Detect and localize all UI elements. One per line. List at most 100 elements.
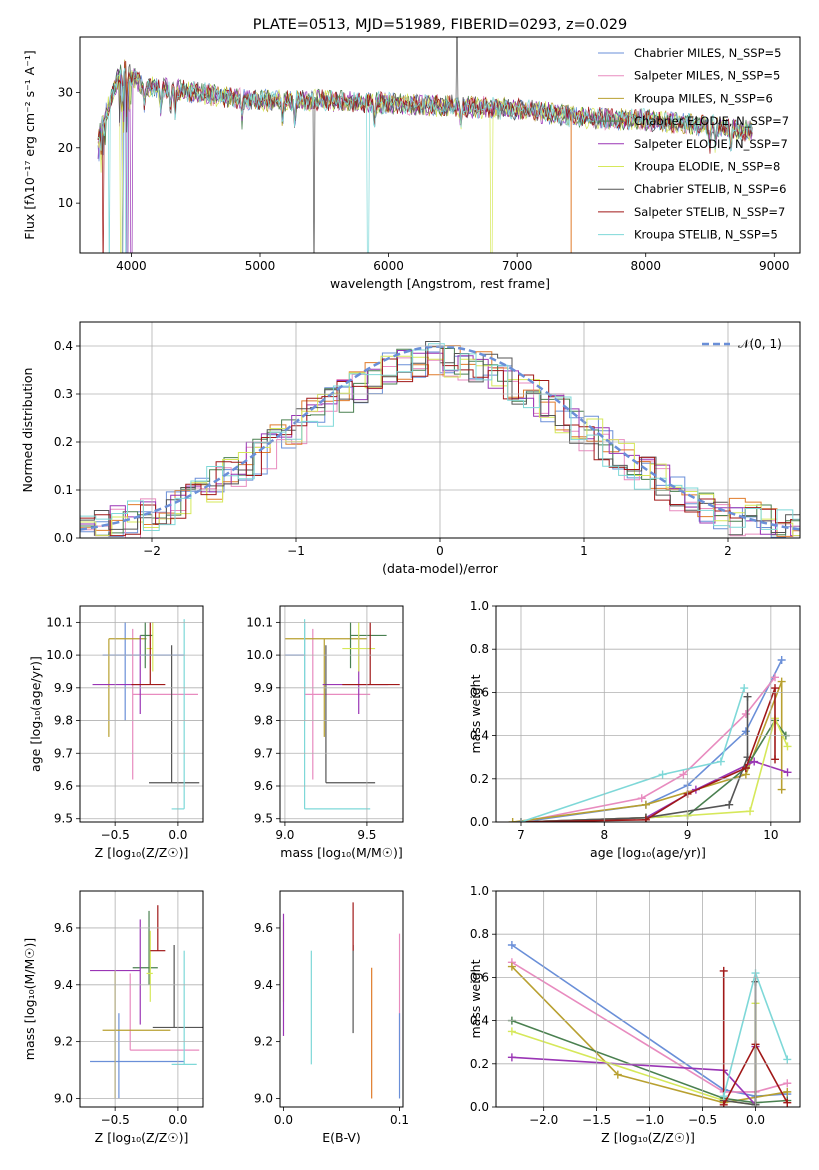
axes-frame (279, 890, 404, 1108)
x-tick-label: −1.0 (635, 1113, 664, 1127)
weight-point-marker (508, 818, 517, 822)
y-tick-label: 9.5 (254, 812, 273, 826)
weight-point-marker (716, 757, 725, 766)
weight-point-marker (771, 755, 780, 764)
y-tick-label: 1.0 (470, 884, 489, 898)
y-tick-label: 9.8 (254, 714, 273, 728)
y-tick-label: 9.6 (254, 779, 273, 793)
x-tick-label: 0.0 (274, 1113, 293, 1127)
weight-point-marker (777, 656, 786, 664)
plot-area (80, 341, 800, 538)
data-point-errorbar (131, 622, 166, 686)
weight-point-marker (679, 770, 688, 779)
data-point-errorbar (146, 622, 154, 672)
legend-entry: Salpeter ELODIE, N_SSP=7 (634, 137, 788, 151)
x-tick-label: 4000 (116, 259, 147, 273)
x-tick-label: 10 (763, 828, 778, 842)
axes-frame (495, 890, 801, 1108)
y-tick-label: 10.1 (46, 615, 73, 629)
x-tick-label: 1 (580, 544, 588, 558)
y-tick-label: 0.4 (54, 339, 73, 353)
legend-entry: Kroupa MILES, N_SSP=6 (634, 91, 773, 105)
y-tick-label: 9.6 (54, 779, 73, 793)
y-tick-label: 9.8 (54, 714, 73, 728)
weight-point-marker (507, 1027, 516, 1036)
mass-vs-extinction-panel: 0.0 0.1 9.0 9.2 9.4 9.6 E(B-V) (254, 890, 409, 1145)
weight-series-line (723, 981, 757, 1106)
data-point-errorbar (140, 622, 153, 669)
weight-point-marker (719, 1100, 728, 1107)
residual-histogram (80, 351, 800, 538)
x-tick-label: −0.5 (688, 1113, 717, 1127)
data-point-errorbar (102, 970, 171, 1099)
x-tick-label: 8 (600, 828, 608, 842)
x-tick-label: 5000 (245, 259, 276, 273)
x-tick-label: 8000 (630, 259, 661, 273)
x-tick-label: −2.0 (529, 1113, 558, 1127)
y-tick-label: 9.6 (54, 921, 73, 935)
y-axis-label: mass [log₁₀(M/M☉)] (22, 938, 37, 1060)
weight-point-marker (783, 1055, 792, 1064)
y-axis-label: mass weight (468, 674, 483, 753)
x-tick-label: 7000 (502, 259, 533, 273)
weight-point-marker (507, 941, 516, 949)
y-tick-label: 9.7 (54, 746, 73, 760)
weight-point-marker (743, 692, 752, 701)
y-tick-label: 10 (58, 196, 73, 210)
x-tick-label: −1.5 (582, 1113, 611, 1127)
mass-weight-vs-metallicity-panel: −2.0 −1.5 −1.0 −0.5 0.0 0.0 0.2 0.4 0.6 0.8 1.0 Z [… (468, 884, 801, 1145)
weight-series-line (520, 696, 749, 822)
spectrum-line (97, 67, 753, 253)
y-tick-label: 0.4 (470, 1014, 489, 1028)
y-tick-label: 0.6 (470, 685, 489, 699)
residual-histogram (80, 345, 800, 537)
data-point-errorbar (304, 619, 371, 810)
weight-point-marker (783, 1079, 792, 1088)
weight-point-marker (777, 677, 786, 686)
y-axis-label: Flux [fλ10⁻¹⁷ erg cm⁻² s⁻¹ A⁻¹] (22, 50, 37, 239)
y-tick-label: 9.4 (54, 978, 73, 992)
weight-point-marker (613, 1070, 622, 1079)
weight-series-line (520, 687, 776, 822)
weight-series-line (520, 676, 776, 822)
x-axis-label: mass [log₁₀(M/M☉)] (280, 845, 402, 860)
y-tick-label: 0.2 (470, 772, 489, 786)
weight-point-marker (641, 800, 650, 809)
residuals-panel: −2 −1 0 1 2 0.0 0.1 0.2 0.3 0.4 (data-model)/error… (20, 321, 801, 576)
axes-frame (79, 890, 204, 1108)
y-tick-label: 9.2 (54, 1035, 73, 1049)
weight-series-line (520, 659, 783, 822)
data-point-errorbar (149, 645, 200, 784)
data-point-errorbar (342, 622, 400, 686)
x-axis-label: Z [log₁₀(Z/Z☉)] (601, 1130, 695, 1145)
weight-point-marker (658, 770, 667, 779)
x-tick-label: −0.5 (101, 1113, 130, 1127)
x-tick-label: 6000 (373, 259, 404, 273)
x-axis-label: age [log₁₀(age/yr)] (590, 845, 706, 860)
mass-vs-metallicity-panel: −0.5 0.0 9.0 9.2 9.4 9.6 Z [log₁₀(Z/Z☉)] mass [… (22, 890, 204, 1145)
data-point-errorbar (129, 973, 200, 1051)
x-tick-label: 0 (436, 544, 444, 558)
mass-weight-vs-age-panel: 7 8 9 10 0.0 0.2 0.4 0.6 0.8 1.0 age [log₁₀(age/yr… (468, 599, 801, 860)
data-point-errorbar (90, 1013, 185, 1099)
y-tick-label: 10.0 (246, 648, 273, 662)
data-point-errorbar (171, 950, 197, 1065)
weight-point-marker (746, 807, 755, 816)
x-axis-label: (data-model)/error (382, 561, 499, 576)
y-tick-label: 9.2 (254, 1035, 273, 1049)
y-tick-label: 0.0 (470, 1100, 489, 1114)
x-tick-label: 9 (684, 828, 692, 842)
spectrum-panel: 4000 5000 6000 7000 8000 9000 10 20 30 wavelength… (22, 17, 801, 291)
plot-area (90, 905, 203, 1099)
x-tick-label: 2 (724, 544, 732, 558)
legend-entry: Chabrier STELIB, N_SSP=6 (634, 182, 786, 196)
axes-frame (495, 605, 801, 823)
x-tick-label: 0.0 (168, 1113, 187, 1127)
data-point-errorbar (132, 910, 158, 985)
plot-area (92, 619, 200, 810)
y-tick-label: 9.4 (254, 978, 273, 992)
legend-entry: Salpeter MILES, N_SSP=5 (634, 69, 780, 83)
y-tick-label: 10.0 (46, 648, 73, 662)
